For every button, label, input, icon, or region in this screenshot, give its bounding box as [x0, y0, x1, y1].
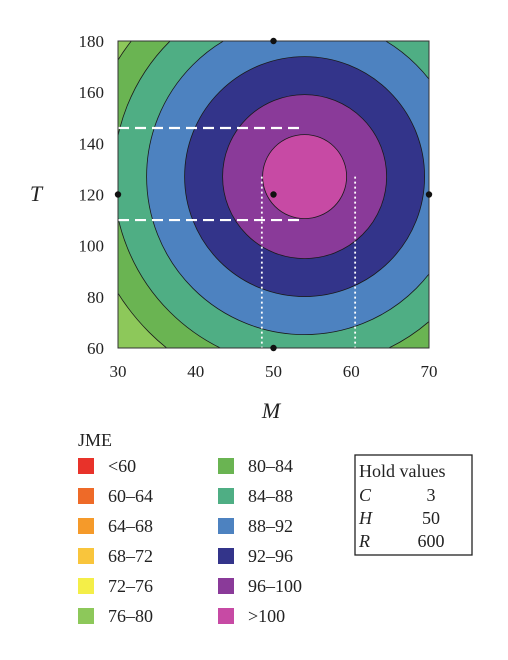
hold-name-r: R [358, 531, 370, 551]
legend-swatch [218, 578, 234, 594]
legend-swatch [218, 518, 234, 534]
legend-label: 92–96 [248, 546, 293, 566]
y-axis-label: T [30, 181, 44, 206]
legend-swatch [218, 458, 234, 474]
legend-label: 60–64 [108, 486, 153, 506]
y-tick-label: 160 [79, 83, 105, 102]
legend-label: 88–92 [248, 516, 293, 536]
legend-swatch [218, 488, 234, 504]
contour-band [262, 134, 348, 219]
legend-swatch [78, 608, 94, 624]
hold-value-c: 3 [427, 485, 436, 505]
legend-title: JME [78, 430, 112, 450]
legend-label: 64–68 [108, 516, 153, 536]
y-tick-label: 180 [79, 32, 105, 51]
legend-label: 80–84 [248, 456, 293, 476]
legend-swatch [78, 488, 94, 504]
y-tick-label: 100 [79, 237, 105, 256]
legend-label: 72–76 [108, 576, 153, 596]
y-tick-label: 60 [87, 339, 104, 358]
legend-label: 76–80 [108, 606, 153, 626]
legend-label: 96–100 [248, 576, 302, 596]
hold-value-h: 50 [422, 508, 440, 528]
legend-swatch [78, 518, 94, 534]
guide-lines [118, 126, 357, 348]
contour-bands [118, 41, 429, 348]
hold-values-frame [354, 454, 473, 556]
legend-swatch [78, 578, 94, 594]
x-tick-label: 60 [343, 362, 360, 381]
design-point [270, 37, 277, 45]
legend-swatch [78, 548, 94, 564]
hold-value-r: 600 [418, 531, 445, 551]
legend-label: 84–88 [248, 486, 293, 506]
legend-label: 68–72 [108, 546, 153, 566]
x-tick-label: 50 [265, 362, 282, 381]
design-points [114, 37, 433, 352]
hold-name-h: H [358, 508, 373, 528]
legend-swatch [78, 458, 94, 474]
x-tick-label: 70 [421, 362, 438, 381]
y-tick-label: 140 [79, 134, 105, 153]
legend-swatch [218, 548, 234, 564]
legend-swatch [218, 608, 234, 624]
x-axis-label: M [261, 398, 282, 423]
design-point [270, 344, 277, 352]
x-tick-label: 40 [187, 362, 204, 381]
y-tick-label: 120 [79, 186, 105, 205]
y-tick-label: 80 [87, 288, 104, 307]
hold-values-box: Hold values C 3 H 50 R 600 [354, 454, 473, 556]
design-point [425, 191, 433, 198]
hold-name-c: C [359, 485, 372, 505]
hold-values-title: Hold values [359, 461, 445, 481]
legend-label: <60 [108, 456, 136, 476]
x-tick-label: 30 [110, 362, 127, 381]
design-point [114, 191, 122, 198]
legend-label: >100 [248, 606, 285, 626]
design-point [270, 191, 277, 198]
axis-ticks: 30 40 50 60 70 60 80 100 120 140 160 180 [79, 32, 438, 381]
legend: <60 60–64 64–68 68–72 72–76 76–80 80–84 84–88 88… [78, 456, 302, 626]
